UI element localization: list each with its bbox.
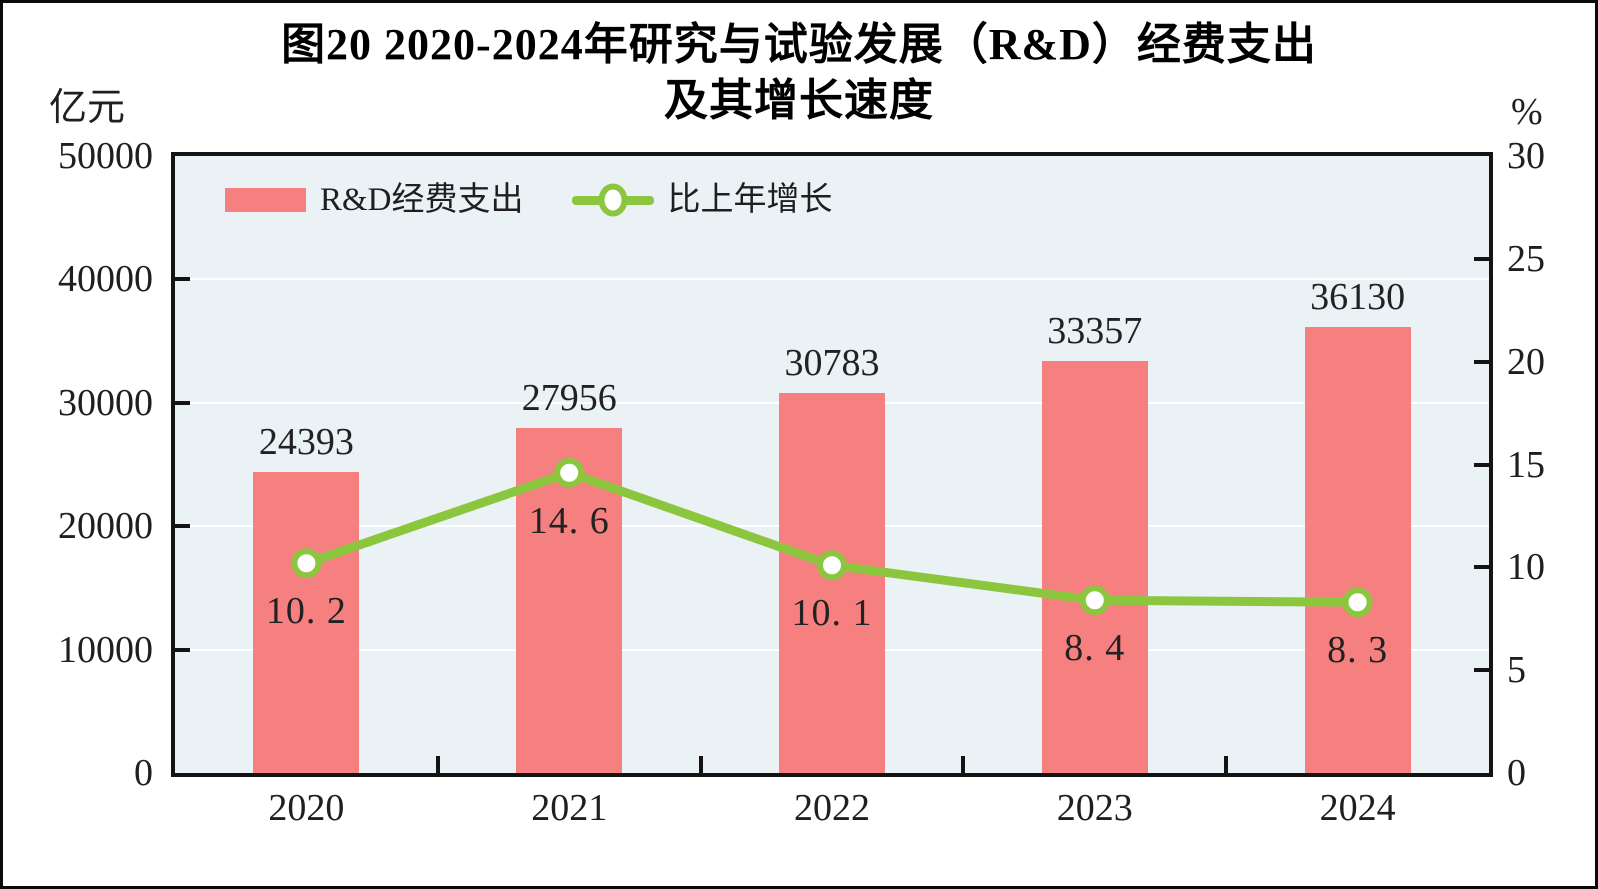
x-axis-tick-label: 2022: [794, 787, 870, 829]
bar-legend-swatch: [225, 188, 306, 212]
right-axis-tick: [1474, 359, 1489, 364]
x-axis-tick-label: 2021: [531, 787, 608, 829]
right-axis-unit: %: [1511, 91, 1543, 133]
right-axis-tick-label: 10: [1507, 546, 1545, 589]
right-axis-tick-label: 25: [1507, 237, 1545, 280]
bar-value-label: 24393: [258, 420, 354, 463]
rd-expenditure-bar: [516, 428, 623, 773]
x-axis-tick: [961, 756, 966, 773]
bar-value-label: 33357: [1047, 310, 1143, 353]
chart-title-line1: 图20 2020-2024年研究与试验发展（R&D）经费支出: [281, 20, 1317, 69]
chart-title-line2: 及其增长速度: [664, 76, 934, 125]
x-axis-tick: [435, 756, 440, 773]
left-axis-tick-label: 40000: [58, 258, 153, 301]
right-axis-tick-label: 15: [1507, 443, 1545, 486]
left-axis-tick-label: 20000: [58, 505, 153, 548]
growth-value-label: 14. 6: [528, 499, 610, 542]
left-axis-tick: [175, 400, 190, 405]
left-axis-tick-label: 10000: [58, 628, 153, 671]
chart-title: 图20 2020-2024年研究与试验发展（R&D）经费支出 及其增长速度: [3, 17, 1595, 129]
gridline: [175, 278, 1489, 281]
right-axis-tick: [1474, 462, 1489, 467]
right-axis-tick-label: 0: [1507, 752, 1526, 794]
x-axis-tick-label: 2020: [268, 787, 345, 829]
left-axis-tick: [175, 277, 190, 282]
line-legend-sample: [571, 183, 654, 217]
line-legend-label: 比上年增长: [667, 182, 833, 218]
bar-legend-label: R&D经费支出: [320, 182, 524, 218]
left-axis-tick: [175, 524, 190, 529]
left-axis-tick-label: 0: [134, 752, 153, 794]
right-axis-tick: [1474, 668, 1489, 673]
left-axis-tick-label: 30000: [58, 381, 153, 424]
x-axis-tick-label: 2023: [1056, 787, 1133, 829]
bar-value-label: 36130: [1310, 276, 1406, 319]
right-axis-tick-label: 30: [1507, 135, 1545, 177]
growth-value-label: 8. 3: [1327, 629, 1389, 672]
right-axis-tick-label: 20: [1507, 340, 1545, 383]
x-axis-tick-label: 2024: [1319, 787, 1396, 829]
left-axis-tick: [175, 647, 190, 652]
growth-value-label: 10. 1: [791, 592, 873, 635]
growth-value-label: 10. 2: [265, 590, 347, 633]
right-axis-tick: [1474, 256, 1489, 261]
bar-value-label: 30783: [784, 342, 880, 385]
legend: R&D经费支出 比上年增长: [225, 180, 833, 220]
plot-area: R&D经费支出 比上年增长 24393 27956 30783 33357 36130 1…: [171, 152, 1493, 777]
bar-value-label: 27956: [521, 377, 617, 420]
right-axis-tick: [1474, 565, 1489, 570]
growth-value-label: 8. 4: [1064, 627, 1126, 670]
rd-expenditure-bar: [1041, 361, 1148, 773]
rd-expenditure-bar: [779, 393, 885, 773]
x-axis-tick: [1224, 756, 1229, 773]
left-axis-unit: 亿元: [49, 87, 126, 129]
left-axis-tick-label: 50000: [58, 135, 153, 177]
rd-expenditure-bar: [1304, 327, 1411, 773]
line-legend-marker-icon: [598, 183, 628, 217]
right-axis-tick-label: 5: [1507, 649, 1526, 692]
x-axis-tick: [698, 756, 703, 773]
